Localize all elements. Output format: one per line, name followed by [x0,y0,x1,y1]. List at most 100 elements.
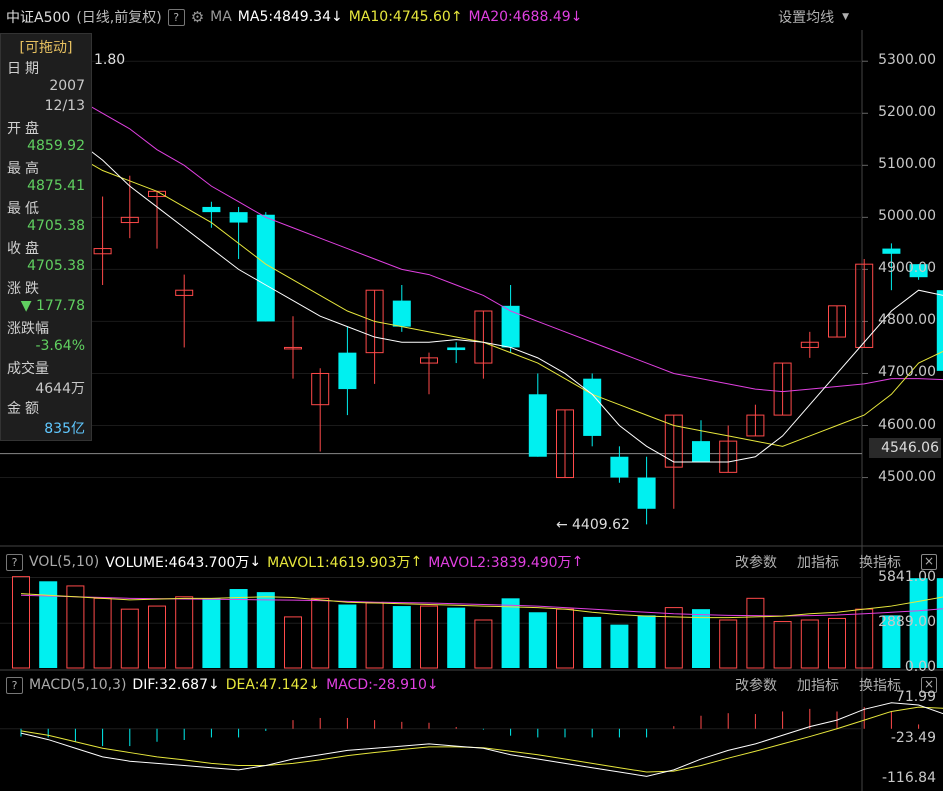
ma5-line [20,118,943,463]
volume-bar [175,596,194,669]
volume-bar [556,608,574,669]
info-date-md: 12/13 [44,98,85,114]
candle-body [882,248,901,254]
volume-bar [93,597,112,669]
volume-bar [474,619,493,669]
candle-body [773,362,792,416]
volume-header: ? VOL(5,10) VOLUME:4643.700万 ↓ MAVOL1:46… [0,551,943,573]
gear-icon[interactable]: ⚙ [190,8,205,26]
volume-bar [66,585,85,669]
info-panel[interactable]: [可拖动] 日期 2007 12/13 开盘 4859.92 最高 4875.4… [0,33,92,441]
info-drag-title[interactable]: [可拖动] [19,40,73,56]
volume-bar [392,606,411,668]
candle-body [637,477,656,509]
info-amount-value: 835亿 [44,421,85,437]
candle-body [909,264,928,278]
volume-bar [828,617,846,669]
info-change-value: ▼ 177.78 [20,298,85,314]
price-tick-label: 5200.00 [878,104,936,121]
volume-bar [447,607,466,668]
ma5-label: MA5:4849.34 [237,9,331,25]
volume-tick-label: 0.00 [904,659,936,675]
macd-layer [20,702,943,777]
price-tick-label: 5300.00 [878,52,936,69]
volume-bar [637,615,656,668]
mavol2-value: MAVOL2:3839.490万 [428,555,572,571]
volume-switch-indicator-button[interactable]: 换指标 [859,555,901,571]
macd-tick-label: -23.49 [890,729,936,746]
candle-body [828,305,846,338]
dif-line [20,702,943,777]
index-title: 中证A500 [6,10,71,26]
ma-settings-button[interactable]: 设置均线 [778,10,835,26]
macd-edit-params-button[interactable]: 改参数 [735,678,777,694]
volume-close-icon[interactable]: × [921,554,937,570]
candle-body [447,347,466,351]
volume-bar [501,598,520,668]
candle-body [800,341,819,348]
candle-body [474,310,493,364]
price-tick-label: 4800.00 [878,312,936,329]
candle-body [93,248,112,255]
candle-body [528,394,547,457]
volume-bar [773,621,792,669]
ma-label: MA [210,9,232,25]
candle-body [175,289,194,296]
price-tick-label: 4500.00 [878,468,936,485]
volume-bar [800,619,819,669]
info-date-label: 日期 [7,61,43,77]
volume-add-indicator-button[interactable]: 加指标 [797,555,839,571]
volume-layer [12,576,943,669]
ma20-label: MA20:4688.49 [468,9,571,25]
volume-bar [420,605,438,669]
volume-bar [229,589,248,668]
info-high-label: 最高 [7,161,43,177]
mavol1-line [20,593,943,619]
low-annotation-arrow-icon: ← [556,517,568,533]
candle-body [120,216,139,224]
volume-bar [583,616,602,668]
candle-body [229,212,248,223]
dea-value: DEA:47.142 [225,677,309,693]
ma10-arrow-icon: ↑ [450,9,463,25]
mavol1-value: MAVOL1:4619.903万 [267,555,411,571]
price-tick-label: 4600.00 [878,416,936,433]
ma10-label: MA10:4745.60 [348,9,451,25]
info-low-value: 4705.38 [27,218,85,234]
help-button[interactable]: ? [167,8,185,26]
info-volume-value: 4644万 [35,381,85,397]
candle-body [936,290,943,371]
macd-help-button[interactable]: ? [6,676,23,694]
info-pct-value: -3.64% [35,338,85,354]
volume-bar [256,592,275,668]
ma20-line [20,76,943,393]
info-change-label: 涨跌 [7,281,43,297]
macd-add-indicator-button[interactable]: 加指标 [797,678,839,694]
volume-bar [936,578,943,668]
macd-title: MACD(5,10,3) [29,677,127,693]
volume-help-button[interactable]: ? [6,553,23,571]
candle-body [392,300,411,327]
macd-tick-label: -116.84 [881,770,936,787]
info-high-value: 4875.41 [27,178,85,194]
volume-tick-label: 5841.00 [878,568,936,585]
candlestick-layer [12,76,943,525]
info-open-label: 开盘 [7,121,43,137]
volume-bar [338,604,357,668]
dea-arrow-icon: ↓ [308,677,321,693]
candle-body [692,441,710,462]
dropdown-caret-icon[interactable]: ▼ [842,12,849,22]
price-tick-label: 4700.00 [878,364,936,381]
volume-bar [148,605,166,669]
high-annotation: 1.80 [94,52,126,68]
macd-switch-indicator-button[interactable]: 换指标 [859,678,901,694]
volume-edit-params-button[interactable]: 改参数 [735,555,777,571]
dif-value: DIF:32.687 [132,677,208,693]
volume-bar [610,624,629,668]
dif-arrow-icon: ↓ [208,677,220,693]
volume-bar [311,597,330,669]
mavol2-arrow-icon: ↑ [571,554,584,570]
macd-close-icon[interactable]: × [921,677,937,693]
volume-tick-label: 2889.00 [878,614,936,631]
